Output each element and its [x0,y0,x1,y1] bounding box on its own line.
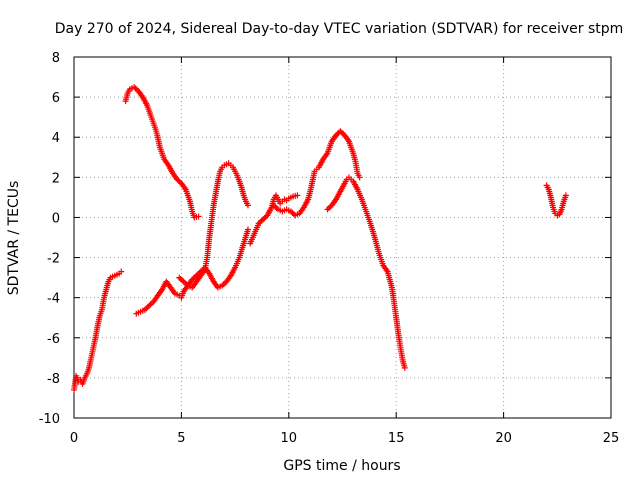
y-tick-label: -4 [47,292,60,307]
series-arc-1 [71,268,125,393]
data-point [294,192,301,199]
x-axis-label: GPS time / hours [283,458,400,474]
y-tick-label: 8 [52,51,60,66]
x-tick-labels: 0 5 10 15 20 25 [70,431,619,446]
y-tick-labels: -10 -8 -6 -4 -2 0 2 4 6 8 [39,51,60,427]
y-tick-label: -6 [47,332,60,347]
plot-frame [73,56,612,419]
y-tick-label: 6 [52,91,60,106]
data-point [356,174,363,181]
y-tick-label: -10 [39,412,60,427]
series-arc-6 [270,128,363,219]
data-point [195,213,202,220]
series-arc-7 [324,174,408,371]
data-series [71,84,569,393]
data-point [118,268,125,275]
x-tick-label: 15 [388,431,405,446]
y-tick-label: 2 [52,171,60,186]
series-arc-4 [176,160,251,291]
series-arc-8 [543,182,569,219]
y-tick-label: -2 [47,252,60,267]
data-point [244,202,251,209]
x-tick-label: 10 [281,431,298,446]
y-tick-label: -8 [47,372,60,387]
x-tick-label: 0 [70,431,78,446]
data-point [562,192,569,199]
data-point [244,226,251,233]
grid-lines [74,57,611,418]
data-point [401,364,408,371]
axis-ticks [73,56,612,419]
x-tick-label: 25 [603,431,620,446]
x-tick-label: 20 [495,431,512,446]
series-arc-3 [133,226,251,317]
x-tick-label: 5 [177,431,185,446]
series-arc-2 [122,84,202,221]
y-tick-label: 0 [52,211,60,226]
y-tick-label: 4 [52,131,60,146]
y-axis-label: SDTVAR / TECUs [6,181,22,296]
chart-title: Day 270 of 2024, Sidereal Day-to-day VTE… [55,21,624,37]
series-arc-5 [247,192,301,247]
